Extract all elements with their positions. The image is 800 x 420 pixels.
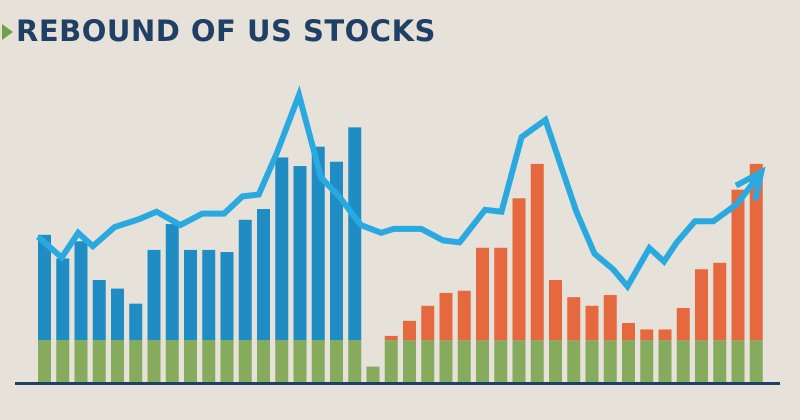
upper-bar-15 — [293, 166, 307, 341]
upper-bar-32 — [603, 295, 617, 341]
base-bar-39 — [731, 340, 745, 382]
upper-bar-8 — [165, 224, 179, 341]
base-bar-18 — [348, 340, 362, 382]
base-bar-36 — [676, 340, 690, 382]
upper-bar-39 — [731, 189, 745, 341]
base-bar-24 — [457, 340, 471, 382]
upper-bar-10 — [202, 249, 216, 341]
base-bar-16 — [311, 340, 325, 382]
base-bar-37 — [695, 340, 708, 382]
upper-bar-20 — [384, 335, 398, 341]
chart-title: REBOUND OF US STOCKS — [16, 14, 436, 48]
base-bar-32 — [603, 340, 617, 382]
base-bar-23 — [439, 340, 453, 382]
upper-bar-3 — [74, 241, 88, 341]
title-marker-icon — [2, 24, 13, 40]
base-bar-31 — [585, 340, 599, 382]
upper-bar-24 — [457, 290, 471, 341]
base-bar-28 — [530, 340, 544, 382]
base-bar-29 — [549, 340, 562, 382]
base-bar-33 — [622, 340, 635, 382]
upper-bar-6 — [129, 303, 143, 341]
base-bar-4 — [92, 340, 106, 382]
upper-bar-34 — [640, 329, 654, 341]
base-bar-34 — [640, 340, 654, 382]
upper-bar-40 — [749, 163, 763, 341]
base-bar-3 — [74, 340, 88, 382]
base-bar-7 — [147, 340, 161, 382]
base-bar-10 — [202, 340, 216, 382]
upper-bar-12 — [238, 219, 252, 341]
upper-bar-27 — [512, 198, 526, 341]
upper-bar-29 — [549, 280, 562, 341]
upper-bar-35 — [658, 329, 672, 341]
upper-bar-4 — [92, 280, 106, 341]
upper-bar-23 — [439, 292, 453, 341]
upper-bar-1 — [38, 234, 51, 341]
upper-bar-11 — [220, 252, 234, 341]
base-bar-11 — [220, 340, 234, 382]
base-bar-19 — [366, 366, 380, 382]
base-bar-6 — [129, 340, 143, 382]
base-bar-26 — [494, 340, 508, 382]
upper-bar-16 — [311, 146, 325, 341]
upper-bar-7 — [147, 249, 161, 341]
base-bar-35 — [658, 340, 672, 382]
upper-bar-33 — [622, 323, 635, 341]
upper-bar-37 — [695, 269, 708, 341]
upper-bar-18 — [348, 127, 362, 341]
base-bar-40 — [749, 340, 763, 382]
base-bar-20 — [384, 340, 398, 382]
base-bar-14 — [275, 340, 289, 382]
upper-bar-28 — [530, 163, 544, 341]
base-bar-5 — [111, 340, 124, 382]
upper-bar-38 — [713, 262, 727, 341]
trend-arrow-icon — [734, 166, 766, 201]
upper-bar-25 — [476, 247, 489, 341]
upper-bar-36 — [676, 307, 690, 341]
base-bar-22 — [421, 340, 435, 382]
trend-line — [36, 85, 762, 292]
base-bar-17 — [330, 340, 343, 382]
upper-bar-9 — [184, 249, 197, 341]
upper-bar-30 — [567, 297, 581, 341]
base-bar-30 — [567, 340, 581, 382]
base-bar-1 — [38, 340, 51, 382]
upper-bar-17 — [330, 161, 343, 341]
upper-bar-14 — [275, 157, 289, 341]
base-bar-13 — [257, 340, 270, 382]
upper-bar-13 — [257, 209, 270, 341]
base-bar-21 — [403, 340, 416, 382]
upper-bar-21 — [403, 320, 416, 341]
base-bar-27 — [512, 340, 526, 382]
base-bar-38 — [713, 340, 727, 382]
base-bar-9 — [184, 340, 197, 382]
upper-bar-31 — [585, 305, 599, 341]
base-bar-12 — [238, 340, 252, 382]
upper-bar-26 — [494, 247, 508, 341]
upper-bar-5 — [111, 288, 124, 341]
upper-bar-2 — [56, 258, 70, 341]
base-bar-25 — [476, 340, 489, 382]
upper-bar-22 — [421, 305, 435, 341]
base-bar-15 — [293, 340, 307, 382]
base-bar-2 — [56, 340, 70, 382]
base-bar-8 — [165, 340, 179, 382]
